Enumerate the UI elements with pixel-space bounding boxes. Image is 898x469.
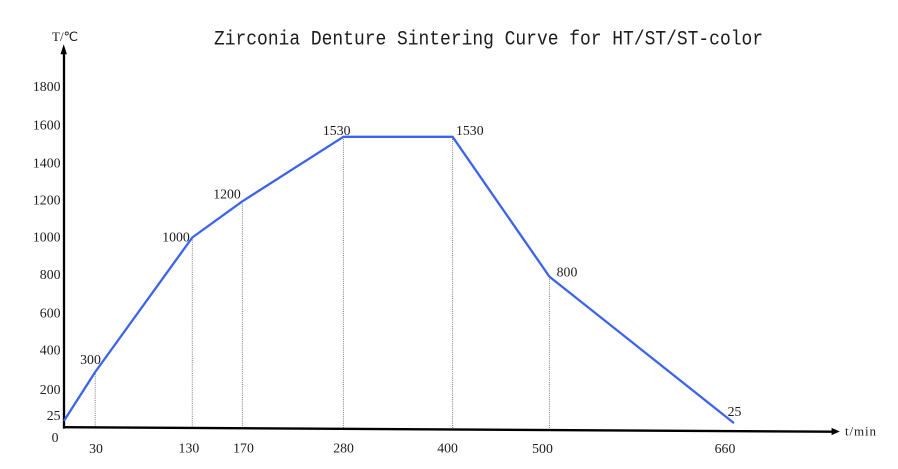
svg-text:800: 800 <box>40 267 61 282</box>
svg-text:1600: 1600 <box>33 117 61 132</box>
svg-text:1200: 1200 <box>33 193 61 208</box>
svg-text:300: 300 <box>80 352 101 367</box>
svg-text:t/min: t/min <box>845 424 877 439</box>
svg-text:660: 660 <box>715 441 736 456</box>
svg-text:400: 400 <box>40 343 61 358</box>
svg-text:280: 280 <box>333 441 354 456</box>
svg-text:1000: 1000 <box>162 230 190 245</box>
svg-text:400: 400 <box>437 441 458 456</box>
svg-text:170: 170 <box>233 441 254 456</box>
svg-text:800: 800 <box>557 264 578 279</box>
svg-text:600: 600 <box>40 305 61 320</box>
svg-text:1530: 1530 <box>323 123 351 138</box>
svg-text:1200: 1200 <box>213 187 241 202</box>
svg-text:500: 500 <box>532 441 553 456</box>
svg-text:T/℃: T/℃ <box>52 29 78 44</box>
svg-text:1530: 1530 <box>456 123 484 138</box>
svg-text:1400: 1400 <box>33 155 61 170</box>
svg-text:Zirconia Denture Sintering Cur: Zirconia Denture Sintering Curve for HT/… <box>214 29 763 52</box>
svg-text:130: 130 <box>179 441 200 456</box>
svg-text:25: 25 <box>728 404 742 419</box>
svg-text:25: 25 <box>47 408 61 423</box>
svg-text:1000: 1000 <box>33 230 61 245</box>
svg-text:30: 30 <box>89 441 103 456</box>
svg-text:0: 0 <box>52 430 59 445</box>
svg-text:200: 200 <box>40 382 61 397</box>
svg-text:1800: 1800 <box>33 79 61 94</box>
